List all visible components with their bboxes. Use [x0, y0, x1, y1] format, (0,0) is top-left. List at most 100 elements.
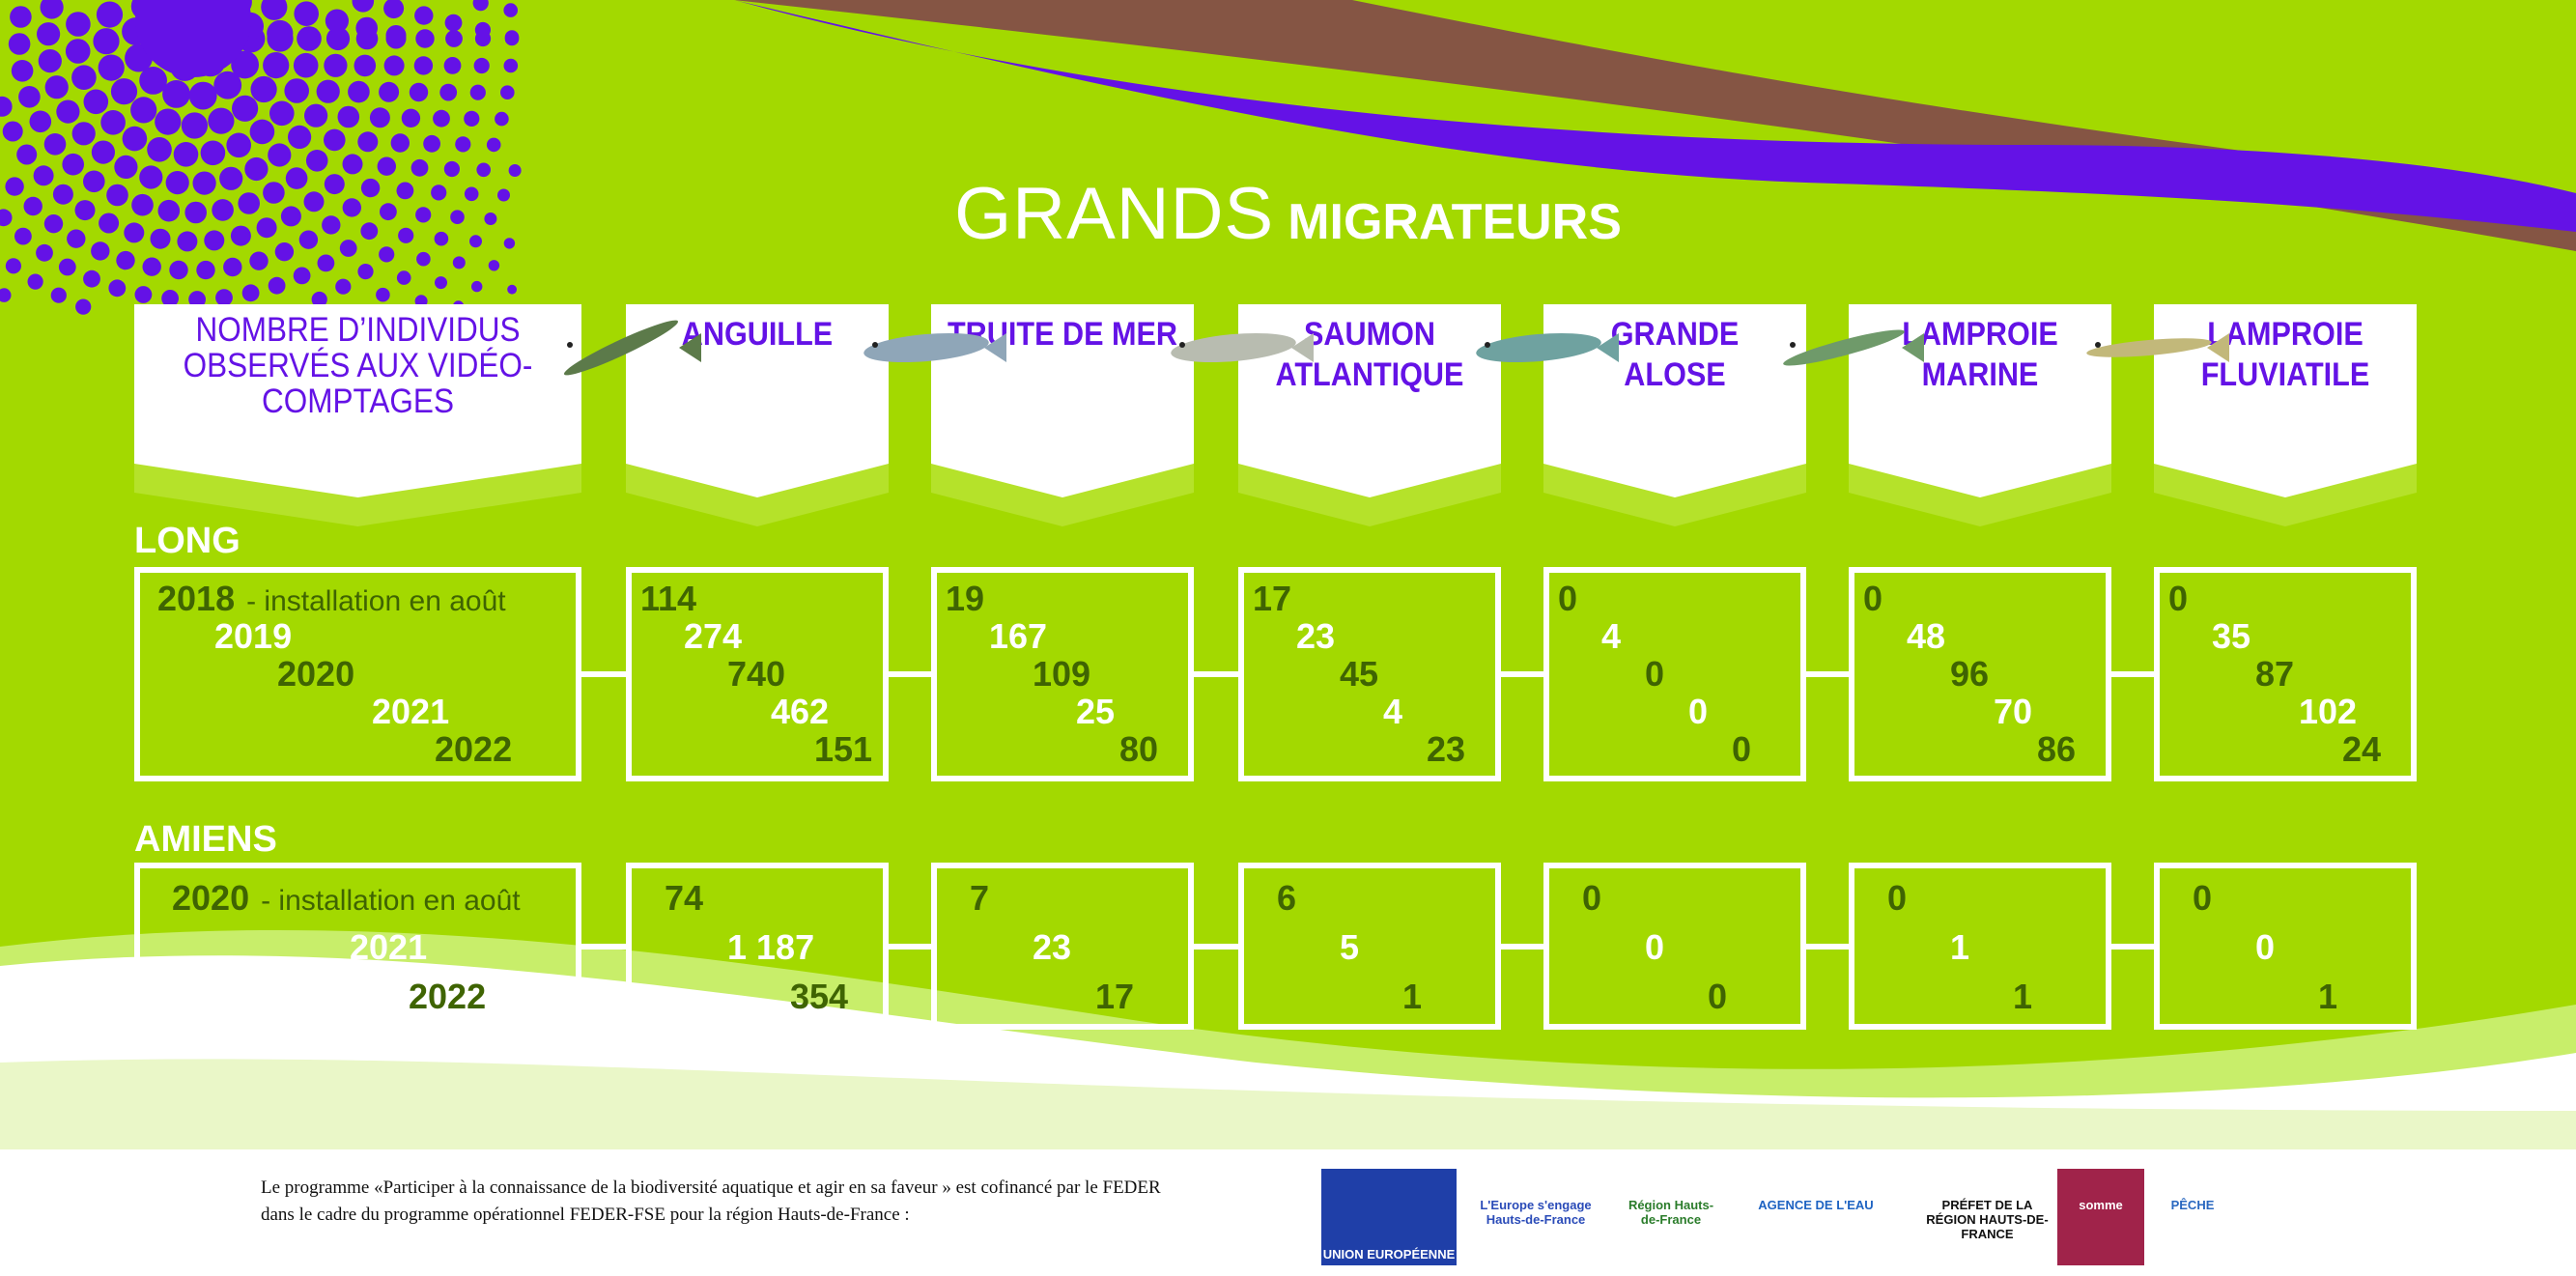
species-name: LAMPROIE MARINE	[1902, 316, 2058, 393]
dot	[293, 267, 311, 285]
dot	[38, 49, 62, 73]
dot	[285, 167, 308, 189]
salmon-icon	[1171, 332, 1314, 363]
dot	[23, 196, 42, 216]
dot	[503, 58, 519, 73]
dot	[324, 53, 348, 77]
dot	[212, 199, 234, 221]
count-value: 0	[1708, 977, 1728, 1016]
count-value: 96	[1950, 654, 1990, 694]
counts-box	[1543, 863, 1806, 1030]
dot	[67, 229, 86, 248]
year-label: 2019	[214, 616, 293, 656]
count-value: 45	[1340, 654, 1379, 694]
sea-lamprey-icon	[1783, 329, 1924, 366]
dot	[379, 246, 395, 263]
dot	[200, 140, 226, 166]
header-label: NOMBRE D’INDIVIDUS OBSERVÉS AUX VIDÉO-CO…	[183, 311, 533, 420]
count-value: 87	[2255, 654, 2295, 694]
dot	[443, 160, 460, 178]
counts-box	[1849, 863, 2111, 1030]
dot	[249, 251, 269, 270]
connector-line	[889, 671, 931, 677]
dot	[342, 154, 363, 175]
counts-box	[1238, 863, 1501, 1030]
dot	[464, 186, 479, 202]
dot	[304, 103, 328, 128]
dot	[337, 105, 360, 128]
count-value: 102	[2299, 692, 2358, 731]
species-name: SAUMON ATLANTIQUE	[1275, 316, 1464, 393]
funding-text: Le programme «Participer à la connaissan…	[261, 1177, 1161, 1225]
partner-logo: PÊCHE	[2149, 1169, 2236, 1265]
count-value: 354	[790, 977, 849, 1016]
dot	[474, 21, 491, 39]
dot	[124, 222, 145, 243]
dot	[226, 132, 251, 158]
dot	[0, 288, 12, 302]
footer: Le programme «Participer à la connaissan…	[0, 1149, 2576, 1276]
count-value: 0	[1863, 579, 1883, 618]
dot	[504, 30, 520, 44]
dot	[396, 270, 411, 285]
dot	[122, 126, 148, 152]
dot	[223, 257, 242, 277]
river-lamprey-icon	[2086, 333, 2229, 362]
dot	[450, 210, 465, 224]
dot	[256, 217, 277, 239]
dot	[416, 251, 431, 267]
count-value: 0	[1732, 729, 1752, 769]
dot	[269, 100, 295, 127]
count-value: 70	[1994, 692, 2033, 731]
dot	[380, 203, 397, 221]
dot	[484, 213, 497, 225]
dot	[44, 75, 69, 99]
dot	[165, 171, 189, 195]
dot	[444, 14, 463, 32]
dot	[263, 52, 290, 79]
dot	[231, 50, 259, 79]
dot	[280, 206, 301, 227]
count-value: 0	[1645, 654, 1665, 694]
installation-note: - installation en août	[261, 885, 521, 917]
dot	[357, 264, 374, 280]
dot	[65, 39, 91, 64]
dot	[473, 57, 490, 74]
dot	[398, 227, 414, 243]
dot	[464, 110, 480, 127]
dot	[434, 231, 449, 246]
dot	[423, 134, 440, 153]
dot	[476, 162, 492, 178]
dot	[169, 260, 188, 280]
count-value: 25	[1076, 692, 1116, 731]
dot	[486, 137, 501, 153]
dot	[379, 81, 400, 102]
dot	[10, 6, 32, 28]
count-value: 274	[684, 616, 743, 656]
dot	[326, 26, 351, 51]
page-title: GRANDS MIGRATEURS	[954, 173, 1622, 255]
count-value: 35	[2212, 616, 2251, 656]
dot	[58, 258, 76, 276]
dot	[390, 133, 410, 153]
counts-box	[2154, 567, 2417, 781]
dot	[0, 209, 13, 227]
dot	[134, 286, 153, 303]
counts-box	[626, 567, 889, 781]
counts-box	[2154, 863, 2417, 1030]
dot	[508, 164, 522, 177]
dot	[114, 155, 138, 179]
dot	[311, 291, 327, 308]
dot	[106, 184, 128, 207]
year-label: 2020- installation en août	[172, 878, 521, 918]
year-label: 2022	[435, 729, 513, 769]
connector-line	[581, 671, 626, 677]
dot	[75, 298, 92, 315]
dot	[354, 54, 377, 77]
dot	[139, 165, 163, 189]
dot	[396, 182, 414, 200]
dot	[360, 222, 379, 241]
dot	[415, 29, 435, 48]
dot	[414, 6, 434, 25]
count-value: 0	[1887, 878, 1908, 918]
